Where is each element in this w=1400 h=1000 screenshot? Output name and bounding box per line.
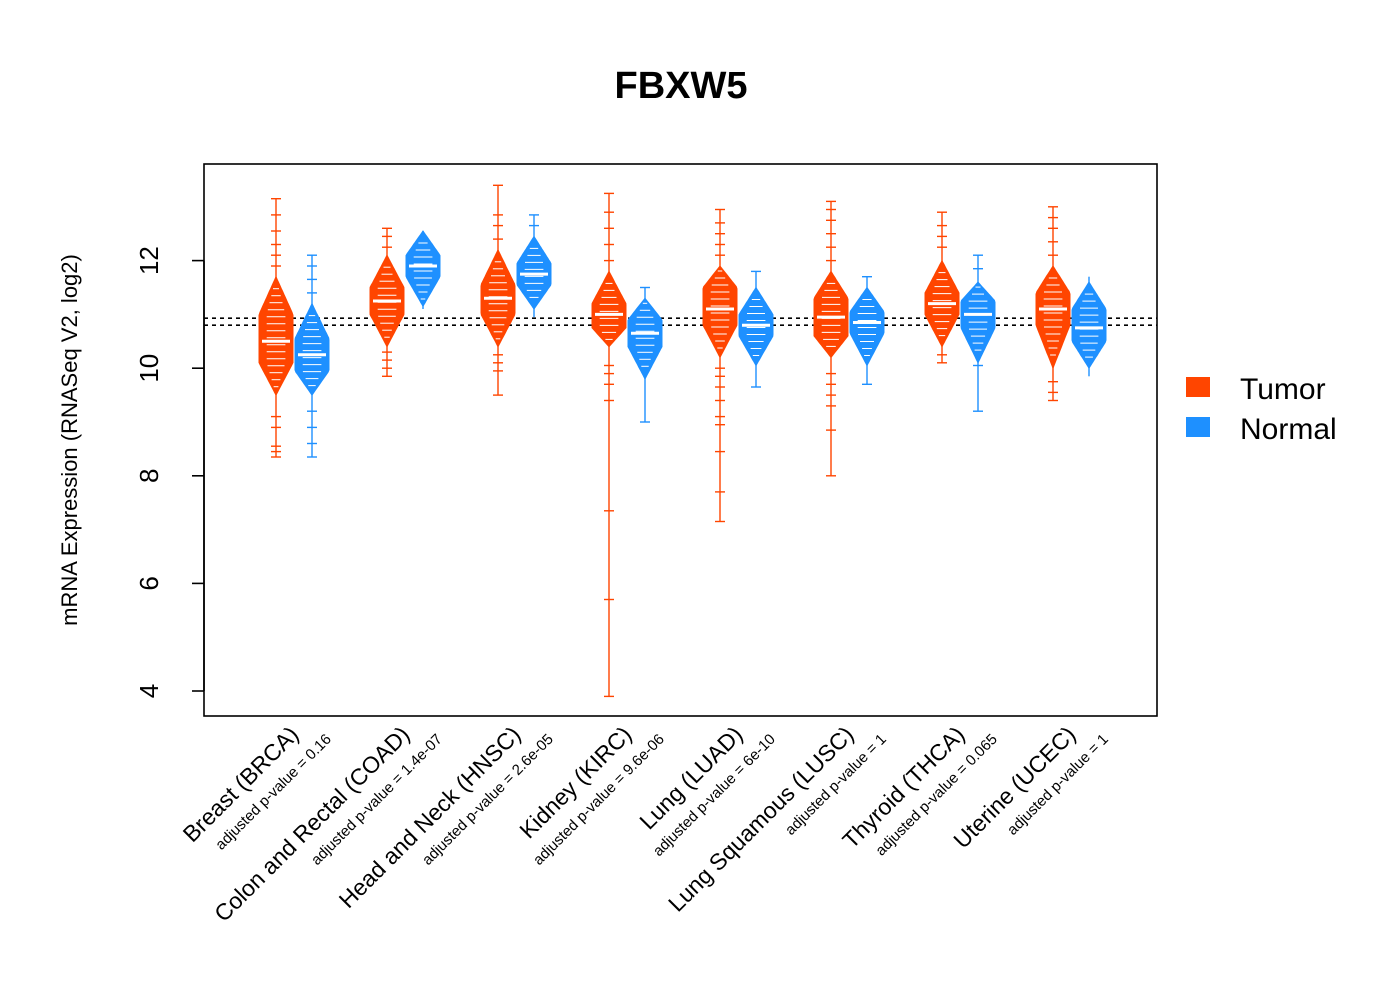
violin-normal-1-violin <box>294 302 330 396</box>
violin-normal-2 <box>405 230 441 309</box>
violin-normal-8-violin <box>1071 281 1107 370</box>
violin-tumor-8 <box>1035 206 1071 402</box>
violin-tumor-3 <box>480 184 516 396</box>
plot-frame <box>203 163 1158 717</box>
violin-tumor-2 <box>369 227 405 377</box>
violin-tumor-1-violin <box>258 275 294 397</box>
legend-swatch-normal <box>1186 417 1210 437</box>
violin-tumor-4-violin <box>591 270 627 348</box>
legend-swatch-tumor <box>1186 377 1210 397</box>
x-axis-labels: Breast (BRCA)adjusted p-value = 0.16Colo… <box>178 721 1112 926</box>
violin-tumor-5-violin <box>702 265 738 359</box>
violin-normal-6-violin <box>849 286 885 367</box>
violin-tumor-8-violin <box>1035 265 1071 370</box>
violin-normal-5 <box>738 270 774 388</box>
legend: Tumor Normal <box>1186 373 1337 446</box>
violin-normal-1 <box>294 254 330 458</box>
y-axis: 4 6 8 10 12 <box>134 246 205 698</box>
y-tick-label-6: 6 <box>134 576 164 590</box>
legend-label-normal: Normal <box>1240 413 1337 446</box>
violin-normal-8 <box>1071 276 1107 377</box>
violin-tumor-5 <box>702 208 738 523</box>
legend-label-tumor: Tumor <box>1240 373 1326 406</box>
y-axis-label: mRNA Expression (RNASeq V2, log2) <box>57 254 82 626</box>
chart-title: FBXW5 <box>615 65 748 107</box>
plot-area <box>204 184 1157 698</box>
violin-tumor-6-violin <box>813 270 849 359</box>
y-tick-label-4: 4 <box>134 684 164 698</box>
violin-tumor-1 <box>258 197 294 458</box>
violin-normal-6 <box>849 276 885 385</box>
violin-normal-2-violin <box>405 230 441 308</box>
violin-normal-7 <box>960 254 996 412</box>
violin-tumor-6 <box>813 200 849 477</box>
violin-tumor-4 <box>591 192 627 698</box>
y-tick-label-12: 12 <box>134 246 164 275</box>
y-tick-label-8: 8 <box>134 469 164 483</box>
violin-normal-4 <box>627 286 663 423</box>
violin-normal-3 <box>516 214 552 318</box>
violin-tumor-7 <box>924 211 960 364</box>
y-tick-label-10: 10 <box>134 354 164 383</box>
